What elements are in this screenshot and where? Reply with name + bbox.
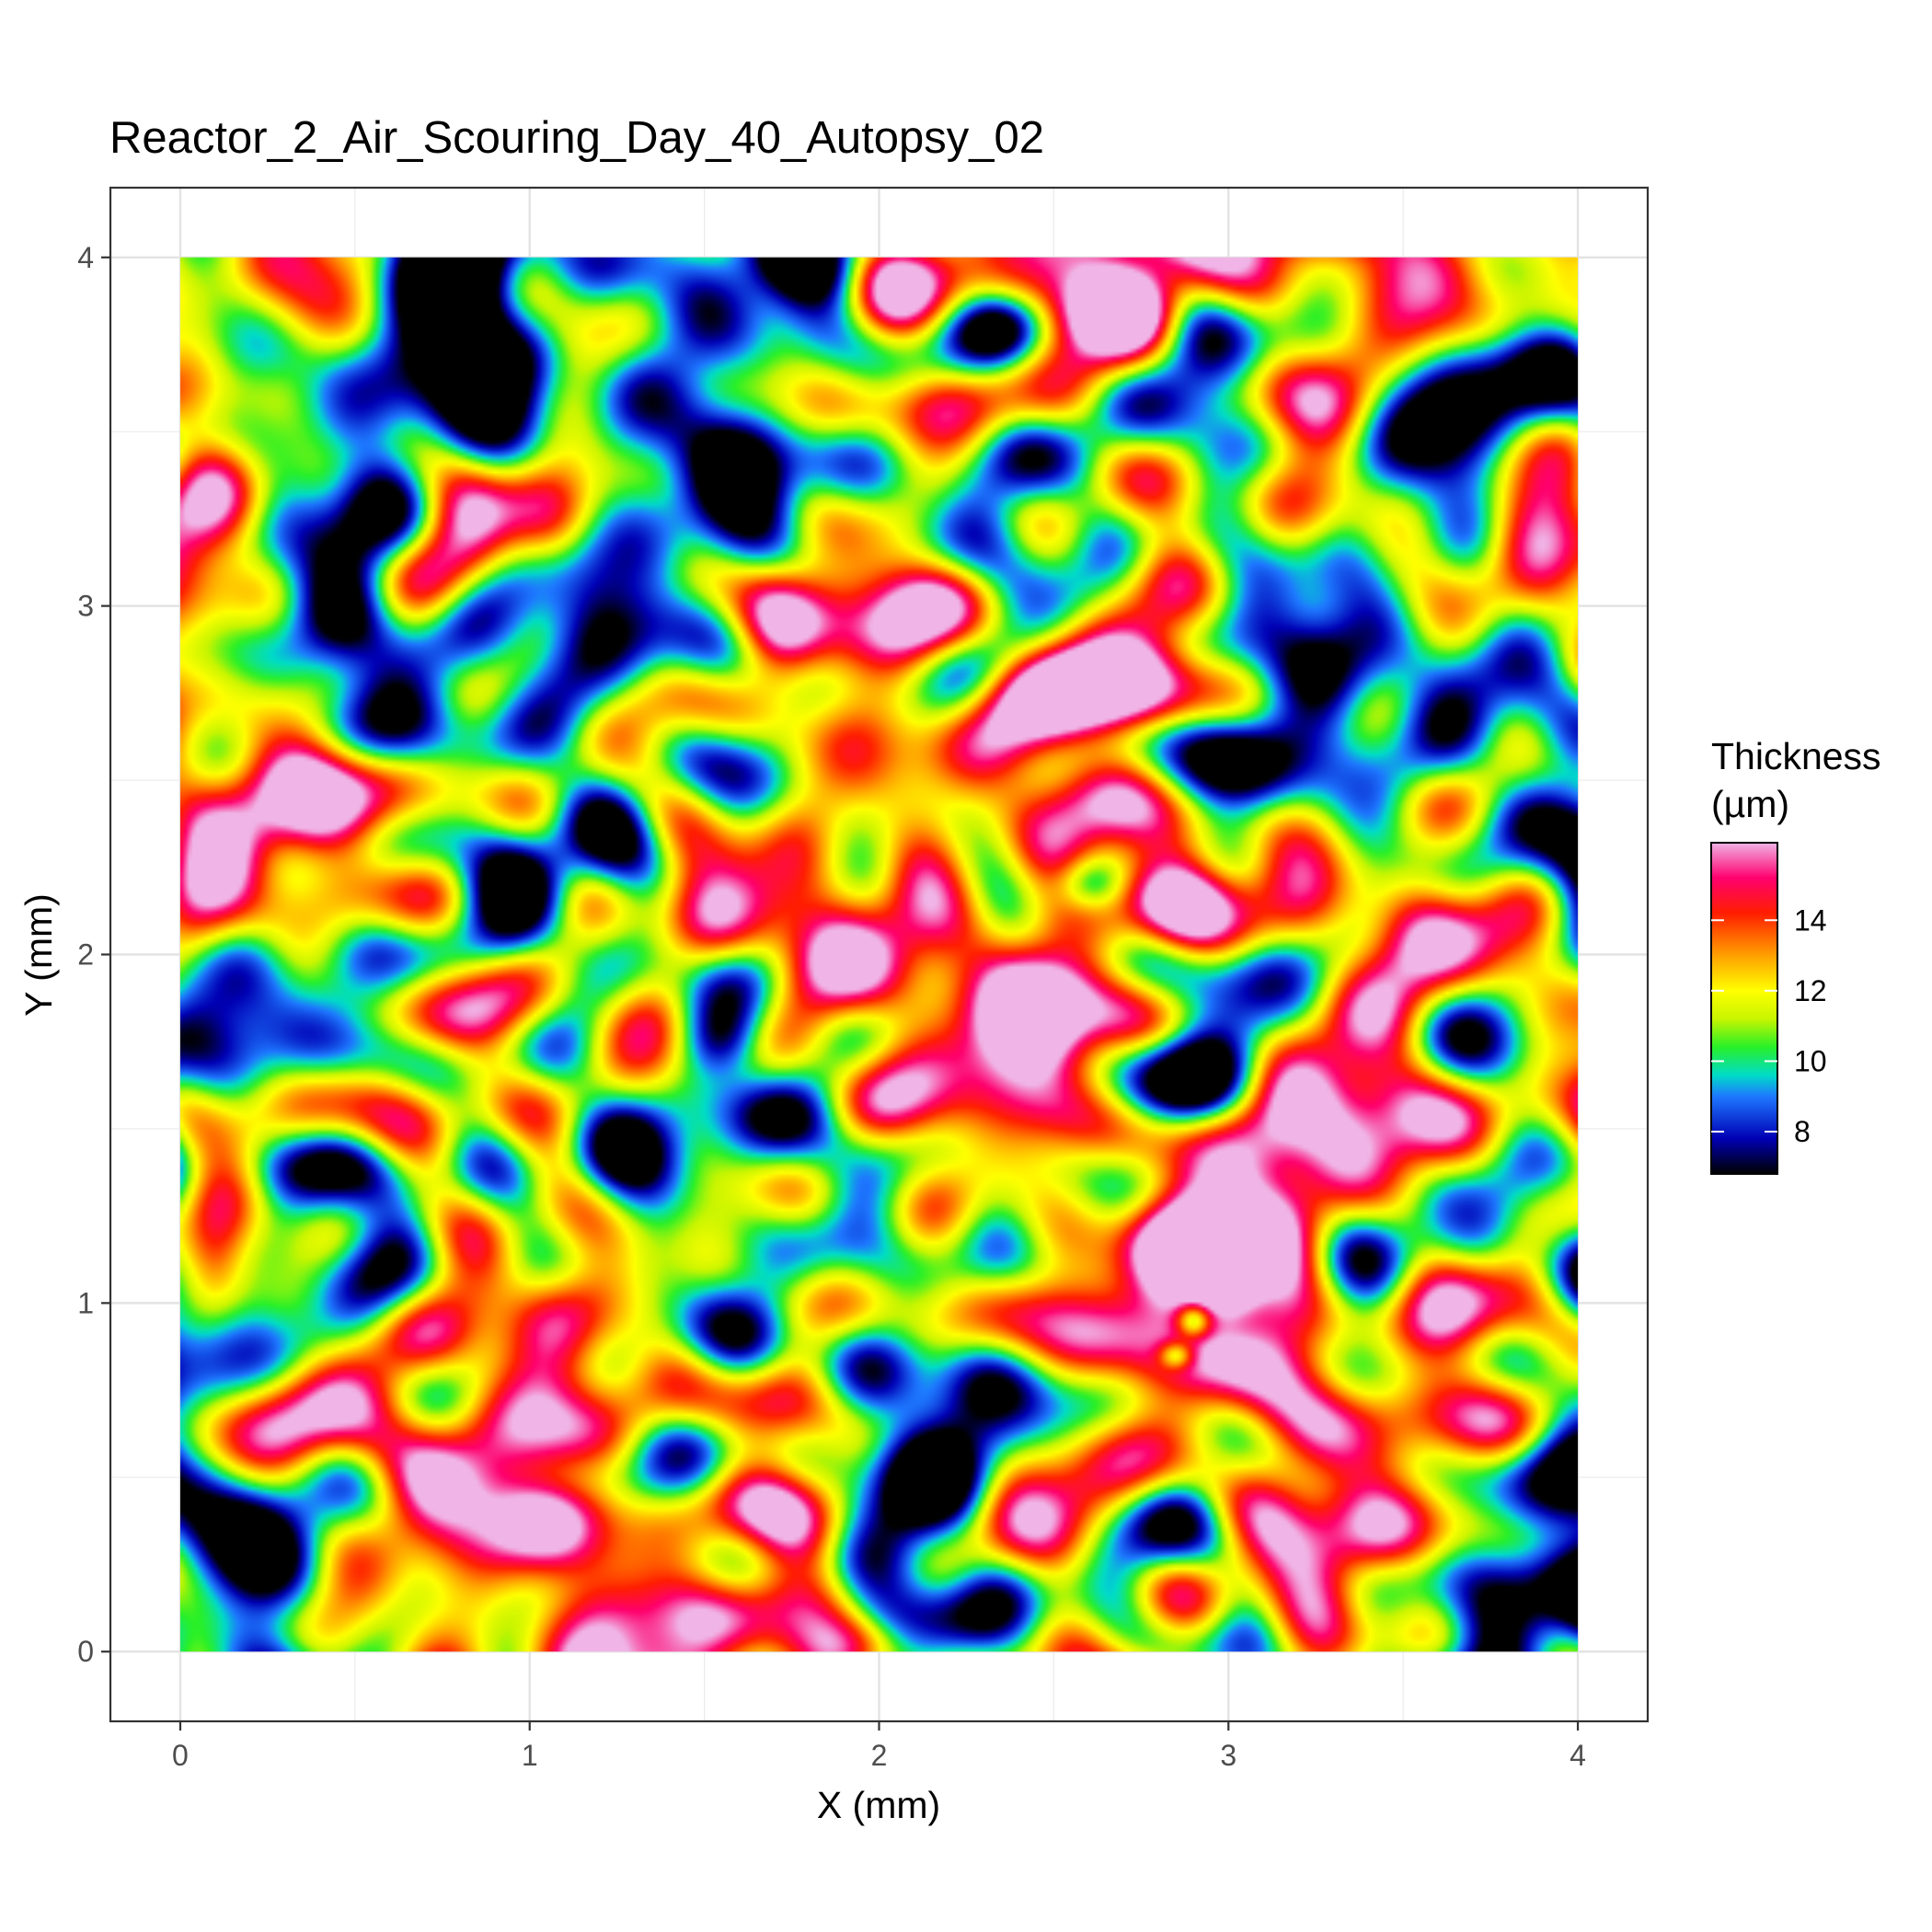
- colorbar-border: [1710, 842, 1778, 1175]
- legend-title-line-2: (µm): [1711, 783, 1789, 825]
- colorbar-label: 14: [1794, 903, 1827, 937]
- thickness-heatmap: [179, 257, 1579, 1652]
- y-axis-label: Y (mm): [17, 893, 60, 1017]
- colorbar-legend: Thickness (µm) 8 10 12 14: [1710, 735, 1892, 1175]
- x-axis-label: X (mm): [817, 1784, 940, 1826]
- y-tick-label: 2: [77, 938, 94, 972]
- chart-title: Reactor_2_Air_Scouring_Day_40_Autopsy_02: [109, 113, 1044, 163]
- x-tick-label: 4: [1570, 1739, 1586, 1772]
- colorbar-label: 12: [1794, 974, 1827, 1007]
- y-tick-label: 3: [77, 590, 94, 623]
- x-tick-label: 2: [871, 1739, 888, 1772]
- y-tick-label: 1: [77, 1286, 94, 1319]
- colorbar-ticks: 8 10 12 14: [1711, 903, 1827, 1148]
- colorbar-label: 10: [1794, 1044, 1827, 1077]
- x-tick-label: 1: [522, 1739, 538, 1772]
- x-tick-label: 3: [1220, 1739, 1236, 1772]
- legend-title: Thickness (µm): [1711, 735, 1892, 825]
- colorbar-label: 8: [1794, 1115, 1811, 1148]
- colorbar: [1711, 843, 1777, 1174]
- y-tick-label: 4: [77, 241, 94, 274]
- y-tick-label: 0: [77, 1635, 94, 1668]
- legend-title-line-1: Thickness: [1711, 735, 1881, 777]
- x-axis: 0 1 2 3 4: [172, 1721, 1586, 1772]
- x-tick-label: 0: [172, 1739, 189, 1772]
- y-axis: 0 1 2 3 4: [77, 241, 110, 1668]
